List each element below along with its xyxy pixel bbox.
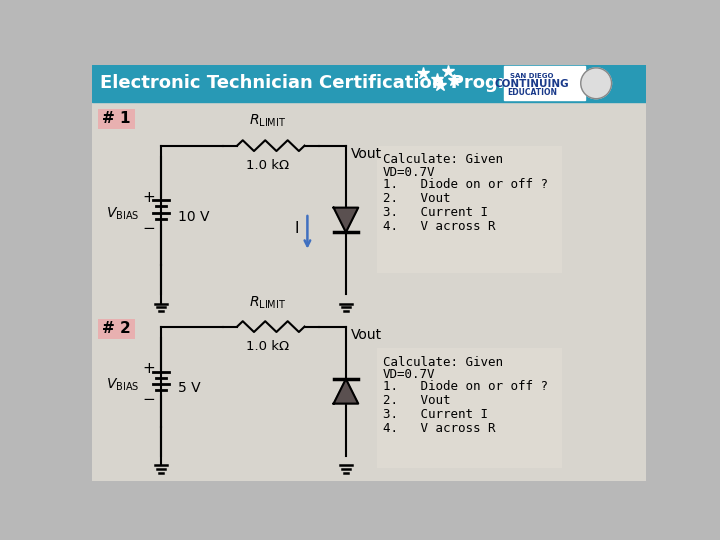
- Text: # 2: # 2: [102, 321, 131, 336]
- Circle shape: [581, 68, 611, 99]
- Text: 3.   Current I: 3. Current I: [383, 206, 488, 219]
- Bar: [92, 65, 647, 102]
- Text: 4.   V across R: 4. V across R: [383, 422, 495, 435]
- Text: Calculate: Given: Calculate: Given: [383, 356, 503, 369]
- Text: EDUCATION: EDUCATION: [507, 88, 557, 97]
- Text: 2.   Vout: 2. Vout: [383, 192, 451, 205]
- Polygon shape: [333, 208, 359, 232]
- Text: $R_{\rm LIMIT}$: $R_{\rm LIMIT}$: [249, 113, 286, 130]
- Text: −: −: [143, 221, 155, 236]
- Text: 1.   Diode on or off ?: 1. Diode on or off ?: [383, 381, 548, 394]
- Text: 3.   Current I: 3. Current I: [383, 408, 488, 421]
- Text: 1.0 kΩ: 1.0 kΩ: [246, 159, 289, 172]
- Text: # 1: # 1: [102, 111, 131, 126]
- Text: 10 V: 10 V: [178, 210, 210, 224]
- Bar: [377, 348, 562, 468]
- Text: 4.   V across R: 4. V across R: [383, 220, 495, 233]
- Text: Electronic Technician Certification Program: Electronic Technician Certification Prog…: [99, 75, 537, 92]
- Text: VD=0.7V: VD=0.7V: [383, 368, 436, 381]
- Text: 2.   Vout: 2. Vout: [383, 394, 451, 407]
- Text: −: −: [143, 392, 155, 407]
- Text: +: +: [143, 190, 155, 205]
- Text: CONTINUING: CONTINUING: [495, 79, 570, 89]
- Polygon shape: [333, 379, 359, 403]
- Text: VD=0.7V: VD=0.7V: [383, 166, 436, 179]
- Text: Vout: Vout: [351, 147, 382, 161]
- Text: 5 V: 5 V: [178, 381, 201, 395]
- Text: $R_{\rm LIMIT}$: $R_{\rm LIMIT}$: [249, 295, 286, 311]
- FancyBboxPatch shape: [98, 319, 135, 339]
- Text: Calculate: Given: Calculate: Given: [383, 153, 503, 166]
- Bar: [377, 146, 562, 273]
- Bar: [504, 66, 585, 100]
- Text: I: I: [294, 221, 299, 236]
- Text: 1.   Diode on or off ?: 1. Diode on or off ?: [383, 178, 548, 191]
- Text: Vout: Vout: [351, 328, 382, 342]
- Text: SAN DIEGO: SAN DIEGO: [510, 72, 554, 78]
- Text: $V_{\rm BIAS}$: $V_{\rm BIAS}$: [106, 206, 139, 222]
- FancyBboxPatch shape: [98, 109, 135, 129]
- Text: $V_{\rm BIAS}$: $V_{\rm BIAS}$: [106, 377, 139, 393]
- Text: +: +: [143, 361, 155, 376]
- Text: 1.0 kΩ: 1.0 kΩ: [246, 340, 289, 353]
